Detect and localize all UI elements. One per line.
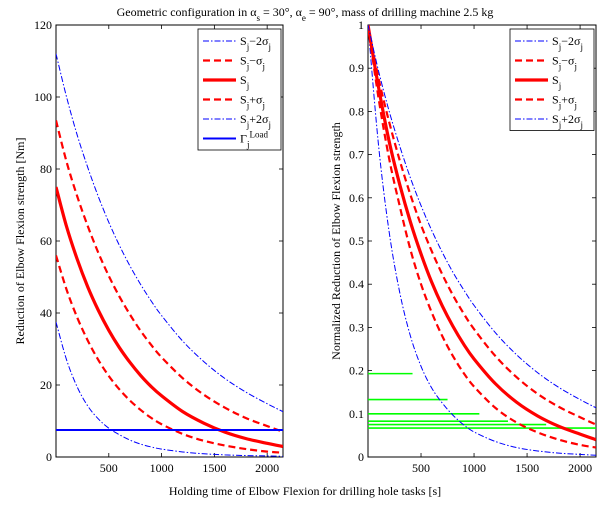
series-line: [56, 321, 283, 457]
y-tick-label: 0: [46, 450, 52, 464]
y-axis-label-2: Normalized Reduction of Elbow Flexion st…: [329, 122, 343, 360]
legend-label: Sj+2σj: [240, 112, 271, 130]
series-line: [56, 120, 283, 433]
x-axis-label: Holding time of Elbow Flexion for drilli…: [169, 484, 441, 498]
y-tick-label: 0.2: [349, 364, 364, 378]
y-tick-label: 0.3: [349, 320, 364, 334]
y-tick-label: 120: [34, 18, 52, 32]
x-tick-label: 1000: [462, 461, 486, 475]
series-line: [368, 25, 596, 409]
x-tick-label: 1500: [202, 461, 226, 475]
y-tick-label: 100: [34, 90, 52, 104]
y-tick-label: 0.1: [349, 407, 364, 421]
legend-label: Sj+σj: [240, 93, 265, 111]
y-tick-label: 0.4: [349, 277, 364, 291]
x-tick-label: 500: [100, 461, 118, 475]
y-tick-label: 0.8: [349, 104, 364, 118]
y-tick-label: 20: [40, 378, 52, 392]
y-tick-label: 40: [40, 306, 52, 320]
series-line: [368, 25, 596, 449]
plot-series-group: [368, 25, 596, 456]
x-tick-label: 2000: [255, 461, 279, 475]
x-tick-label: 1000: [150, 461, 174, 475]
series-line: [368, 25, 596, 426]
legend-label: Sj−2σj: [552, 34, 583, 52]
y-tick-label: 0.6: [349, 191, 364, 205]
y-tick-label: 0.9: [349, 61, 364, 75]
y-tick-label: 80: [40, 162, 52, 176]
chart-title: Geometric configuration in αs = 30°, αe …: [117, 5, 494, 23]
y-tick-label: 0: [358, 450, 364, 464]
legend-label: Sj: [552, 73, 561, 91]
y-tick-label: 60: [40, 234, 52, 248]
legend-label: Sj−2σj: [240, 34, 271, 52]
x-tick-label: 2000: [568, 461, 592, 475]
legend-box-1: [197, 28, 282, 151]
series-line: [368, 25, 596, 456]
legend-label: Sj−σj: [552, 54, 577, 72]
series-line: [368, 25, 596, 442]
y-tick-label: 0.7: [349, 148, 364, 162]
series-line: [56, 186, 283, 449]
series-line: [56, 255, 283, 454]
x-tick-label: 1500: [515, 461, 539, 475]
legend-label: Sj+σj: [552, 93, 577, 111]
legend-label: Sj−σj: [240, 54, 265, 72]
legend-label: ΓjLoad: [240, 130, 268, 150]
y-axis-label-1: Reduction of Elbow Flexion strength [Nm]: [13, 138, 27, 345]
x-tick-label: 500: [412, 461, 430, 475]
y-tick-label: 1: [358, 18, 364, 32]
legend-label: Sj: [240, 73, 249, 91]
series-line: [56, 53, 283, 413]
panel-1: 0 20 40 60 80 100 120 500 1000 1500 2000 Reduction …: [13, 18, 284, 475]
y-tick-label: 0.5: [349, 234, 364, 248]
plot-series-group: [56, 53, 283, 457]
legend-label: Sj+2σj: [552, 112, 583, 130]
